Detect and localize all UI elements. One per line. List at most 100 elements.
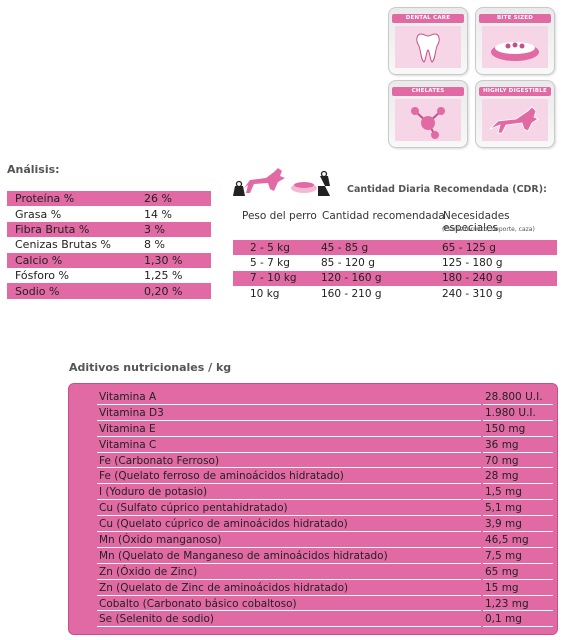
additive-value: 0,1 mg xyxy=(483,612,553,628)
additive-name: Mn (Óxido manganoso) xyxy=(97,533,481,548)
additive-name: Zn (Óxido de Zinc) xyxy=(97,565,481,580)
analysis-value: 26 % xyxy=(144,192,172,206)
additive-row: Vitamina D3 1.980 U.I. xyxy=(97,406,555,422)
additive-value: 150 mg xyxy=(483,422,553,437)
additive-value: 36 mg xyxy=(483,438,553,453)
analysis-value: 8 % xyxy=(144,238,165,252)
cdr-special: 240 - 310 g xyxy=(442,287,503,300)
cdr-header-weight: Peso del perro xyxy=(242,210,317,222)
analysis-value: 3 % xyxy=(144,222,165,236)
analysis-row: Fibra Bruta % 3 % xyxy=(7,221,211,238)
badge-label: BITE SIZED xyxy=(479,14,551,23)
additive-name: Mn (Quelato de Manganeso de aminoácidos … xyxy=(97,549,481,564)
analysis-name: Fibra Bruta % xyxy=(15,222,90,236)
cdr-special: 125 - 180 g xyxy=(442,256,503,269)
additive-value: 46,5 mg xyxy=(483,533,553,548)
chelates-icon xyxy=(395,99,461,141)
dental-care-icon xyxy=(395,26,461,68)
analysis-name: Grasa % xyxy=(15,207,62,221)
analysis-value: 1,25 % xyxy=(144,269,183,283)
cdr-row: 10 kg 160 - 210 g 240 - 310 g xyxy=(233,286,557,301)
additive-value: 3,9 mg xyxy=(483,517,553,533)
additive-row: Zn (Quelato de Zinc de aminoácidos hidra… xyxy=(97,581,555,597)
cdr-table: 2 - 5 kg 45 - 85 g 65 - 125 g 5 - 7 kg 85 -… xyxy=(233,240,557,301)
additive-value: 28 mg xyxy=(483,469,553,485)
cdr-amount: 160 - 210 g xyxy=(321,287,382,300)
additive-value: 70 mg xyxy=(483,454,553,469)
cdr-row: 2 - 5 kg 45 - 85 g 65 - 125 g xyxy=(233,240,557,256)
additive-value: 7,5 mg xyxy=(483,549,553,564)
cdr-header-special: Necesidades especiales xyxy=(443,210,510,234)
cdr-weight: 7 - 10 kg xyxy=(250,272,297,285)
additive-name: Fe (Carbonato Ferroso) xyxy=(97,454,481,469)
cdr-row: 5 - 7 kg 85 - 120 g 125 - 180 g xyxy=(233,255,557,270)
additive-row: Vitamina A 28.800 U.I. xyxy=(97,390,555,406)
analysis-value: 1,30 % xyxy=(144,253,183,267)
cdr-header-amount: Cantidad recomendada xyxy=(322,210,445,222)
analysis-row: Grasa % 14 % xyxy=(7,206,211,221)
analysis-name: Proteína % xyxy=(15,192,75,206)
additive-row: Cu (Sulfato cúprico pentahidratado) 5,1 m… xyxy=(97,501,555,517)
analysis-value: 14 % xyxy=(144,207,172,221)
analysis-row: Fósforo % 1,25 % xyxy=(7,268,211,283)
food-bowl-icon xyxy=(291,182,317,193)
chelates-badge: CHELATES xyxy=(388,80,468,148)
bite-sized-badge: BITE SIZED xyxy=(475,7,555,75)
additive-name: Vitamina D3 xyxy=(97,406,481,421)
weight-icon xyxy=(318,170,330,196)
dog-icon xyxy=(244,168,285,193)
analysis-row: Proteína % 26 % xyxy=(7,191,211,207)
cdr-special: 180 - 240 g xyxy=(442,272,503,285)
cdr-amount: 85 - 120 g xyxy=(321,256,375,269)
additive-value: 15 mg xyxy=(483,581,553,596)
bite-sized-icon xyxy=(482,26,548,68)
weight-icon xyxy=(233,180,245,196)
additive-name: I (Yoduro de potasio) xyxy=(97,485,481,501)
additive-value: 1.980 U.I. xyxy=(483,406,553,421)
additive-value: 28.800 U.I. xyxy=(483,390,553,405)
additive-row: Fe (Quelato ferroso de aminoácidos hidra… xyxy=(97,469,555,485)
analysis-row: Calcio % 1,30 % xyxy=(7,252,211,268)
highly-digestible-icon xyxy=(482,99,548,141)
additive-row: Zn (Óxido de Zinc) 65 mg xyxy=(97,565,555,581)
additive-name: Vitamina E xyxy=(97,422,481,437)
additives-grid: Vitamina A 28.800 U.I. Vitamina D3 1.980 U.… xyxy=(97,390,555,628)
additive-name: Cobalto (Carbonato básico cobaltoso) xyxy=(97,597,481,612)
additive-row: Vitamina C 36 mg xyxy=(97,438,555,454)
additive-row: Fe (Carbonato Ferroso) 70 mg xyxy=(97,454,555,470)
cdr-subheader: (Estrés termico, deporte, caza) xyxy=(442,226,535,233)
additive-value: 1,5 mg xyxy=(483,485,553,501)
additive-name: Cu (Sulfato cúprico pentahidratado) xyxy=(97,501,481,517)
cdr-weight: 5 - 7 kg xyxy=(250,256,290,269)
badge-label: CHELATES xyxy=(392,87,464,96)
cdr-amount: 45 - 85 g xyxy=(321,241,369,254)
badge-label: DENTAL CARE xyxy=(392,14,464,23)
analysis-value: 0,20 % xyxy=(144,284,183,298)
cdr-weight: 10 kg xyxy=(250,287,280,300)
analysis-table: Proteína % 26 % Grasa % 14 % Fibra Bruta %… xyxy=(7,191,211,299)
additives-table: Vitamina A 28.800 U.I. Vitamina D3 1.980 U.… xyxy=(68,383,558,635)
additive-name: Zn (Quelato de Zinc de aminoácidos hidra… xyxy=(97,581,481,596)
analysis-name: Calcio % xyxy=(15,253,63,267)
cdr-title: Cantidad Diaria Recomendada (CDR): xyxy=(347,184,547,195)
analysis-row: Cenizas Brutas % 8 % xyxy=(7,237,211,252)
additive-name: Se (Selenito de sodio) xyxy=(97,612,481,628)
additives-title: Aditivos nutricionales / kg xyxy=(69,361,232,374)
additive-value: 1,23 mg xyxy=(483,597,553,612)
additive-row: Vitamina E 150 mg xyxy=(97,422,555,438)
additive-name: Vitamina A xyxy=(97,390,481,405)
analysis-name: Cenizas Brutas % xyxy=(15,238,111,252)
cdr-row: 7 - 10 kg 120 - 160 g 180 - 240 g xyxy=(233,270,557,286)
additive-row: I (Yoduro de potasio) 1,5 mg xyxy=(97,485,555,501)
additive-value: 5,1 mg xyxy=(483,501,553,517)
analysis-name: Sodio % xyxy=(15,284,60,298)
analysis-title: Análisis: xyxy=(7,163,60,176)
dental-care-badge: DENTAL CARE xyxy=(388,7,468,75)
dog-feeding-illustration xyxy=(233,168,330,196)
analysis-row: Sodio % 0,20 % xyxy=(7,283,211,299)
cdr-amount: 120 - 160 g xyxy=(321,272,382,285)
additive-row: Se (Selenito de sodio) 0,1 mg xyxy=(97,612,555,628)
additive-name: Fe (Quelato ferroso de aminoácidos hidra… xyxy=(97,469,481,485)
additive-value: 65 mg xyxy=(483,565,553,580)
additive-name: Cu (Quelato cúprico de aminoácidos hidra… xyxy=(97,517,481,533)
